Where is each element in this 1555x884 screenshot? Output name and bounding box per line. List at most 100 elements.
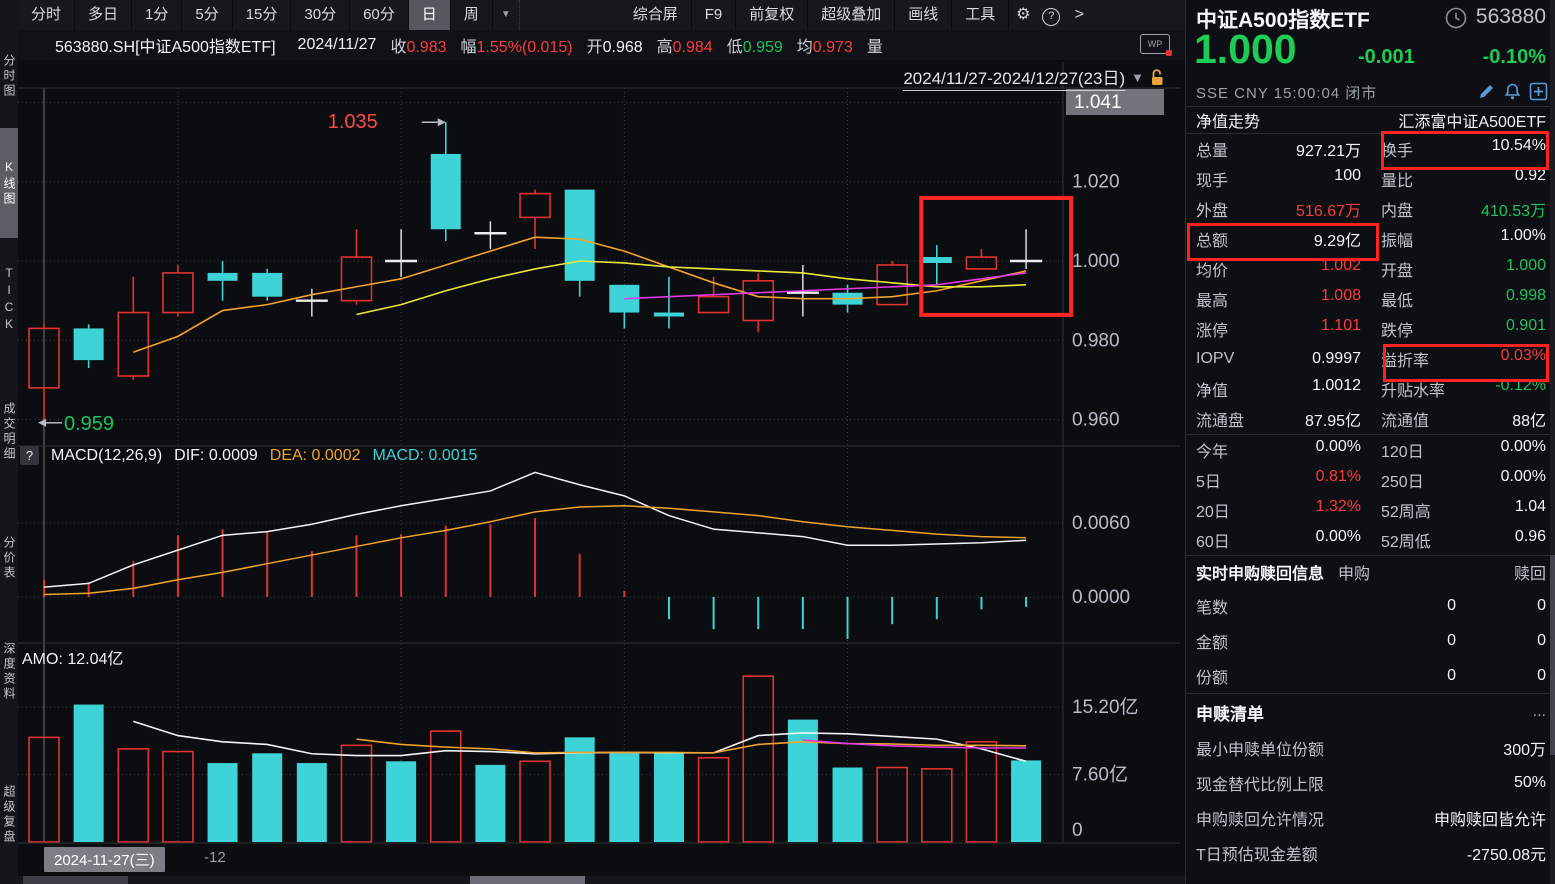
quote-field-value: 0.983 bbox=[406, 39, 447, 56]
amo-ma-orange bbox=[356, 738, 1027, 754]
sub-redeem-value: 0 bbox=[1537, 631, 1546, 649]
info-value: 申购赎回皆允许 bbox=[1433, 811, 1546, 829]
toolbar-menu-F9[interactable]: F9 bbox=[692, 0, 737, 30]
sidebar-tab-TICK[interactable]: TICK bbox=[2, 266, 16, 334]
scrollbar-thumb[interactable] bbox=[1550, 555, 1555, 755]
stat-label: 52周高 bbox=[1381, 504, 1431, 521]
sidebar-tab-K线图[interactable]: K线图 bbox=[0, 128, 18, 238]
amo-bar-down bbox=[252, 753, 283, 842]
unlock-icon[interactable] bbox=[1150, 69, 1165, 86]
bell-icon[interactable] bbox=[1503, 82, 1522, 101]
toolbar-period-周[interactable]: 周 bbox=[451, 0, 493, 30]
quote-date: 2024/11/27 bbox=[297, 36, 377, 53]
subscription-section: 实时申购赎回信息 申购 赎回 笔数 0 0 金额 0 0 份额 0 0 bbox=[1186, 555, 1555, 693]
help-icon[interactable]: ? bbox=[1037, 0, 1065, 30]
macd-hist-value: MACD: 0.0015 bbox=[372, 446, 478, 464]
stat-label: 开盘 bbox=[1381, 263, 1414, 280]
stat-label: 升贴水率 bbox=[1381, 383, 1446, 400]
macd-tick-label: 0.0000 bbox=[1072, 587, 1130, 608]
toolbar-period-15分[interactable]: 15分 bbox=[233, 0, 292, 30]
stat-cell-20日: 20日 1.32% bbox=[1186, 498, 1371, 522]
quote-field-label: 低 bbox=[726, 39, 743, 56]
quote-field-均: 均0.973 bbox=[797, 39, 853, 56]
toolbar-period-5分[interactable]: 5分 bbox=[182, 0, 233, 30]
toolbar-period-分时[interactable]: 分时 bbox=[18, 0, 76, 30]
stat-cell-换手: 换手 10.54% bbox=[1371, 137, 1555, 161]
amo-bar-down bbox=[475, 764, 506, 842]
toolbar-menu-超级叠加[interactable]: 超级叠加 bbox=[808, 0, 896, 30]
toolbar-menu-工具[interactable]: 工具 bbox=[952, 0, 1010, 30]
stat-value: 0.9997 bbox=[1312, 350, 1361, 367]
sidebar-tab-分价表[interactable]: 分价表 bbox=[2, 535, 16, 581]
scrollbar-segment[interactable] bbox=[23, 876, 128, 884]
quote-field-value: 0.968 bbox=[602, 39, 643, 56]
kline-chart-svg[interactable]: 1.020 1.000 0.980 0.960 0.0060 0.0000 15.20亿 7.… bbox=[18, 60, 1185, 884]
toolbar-menu-综合屏[interactable]: 综合屏 bbox=[620, 0, 692, 30]
ma-orange bbox=[133, 236, 1027, 353]
stat-cell-振幅: 振幅 1.00% bbox=[1371, 227, 1555, 251]
stats-row: 总额 9.29亿 振幅 1.00% bbox=[1186, 224, 1555, 254]
vertical-scrollbar[interactable] bbox=[1550, 0, 1555, 884]
chevron-right-icon[interactable]: > bbox=[1074, 6, 1084, 23]
toolbar-period-60分[interactable]: 60分 bbox=[350, 0, 409, 30]
toolbar-menu-前复权[interactable]: 前复权 bbox=[736, 0, 809, 30]
sidebar-tab-成交明细[interactable]: 成交明细 bbox=[2, 402, 16, 462]
sidebar-tab-深度资料[interactable]: 深度资料 bbox=[2, 642, 16, 702]
stat-value: 0.901 bbox=[1505, 317, 1546, 334]
stat-value: 1.008 bbox=[1320, 287, 1361, 304]
toolbar-period-多日[interactable]: 多日 bbox=[75, 0, 133, 30]
annotation-high-label: 1.035 bbox=[328, 111, 378, 133]
stat-value: 927.21万 bbox=[1296, 143, 1361, 160]
subscription-row-金额: 金额 0 0 bbox=[1186, 623, 1555, 658]
candle-down bbox=[252, 272, 283, 297]
stat-value: 1.0012 bbox=[1312, 377, 1361, 394]
stat-label: 总额 bbox=[1196, 233, 1229, 250]
stats-row: 涨停 1.101 跌停 0.901 bbox=[1186, 314, 1555, 344]
quote-field-label: 幅 bbox=[460, 39, 477, 56]
edit-pencil-icon[interactable] bbox=[1477, 82, 1496, 101]
max-price-box bbox=[1066, 89, 1164, 115]
add-plus-icon[interactable] bbox=[1529, 82, 1548, 101]
chevron-down-icon[interactable]: ▼ bbox=[493, 0, 520, 30]
sub-redeem-value: 0 bbox=[1537, 596, 1546, 614]
candle-up bbox=[340, 256, 373, 302]
amo-bar-up bbox=[965, 740, 998, 843]
toolbar-period-日[interactable]: 日 bbox=[408, 0, 451, 30]
amo-bar-up bbox=[117, 748, 150, 843]
crosshair-date-label: 2024-11-27(三) bbox=[44, 847, 165, 872]
toolbar-period-30分[interactable]: 30分 bbox=[291, 0, 351, 30]
sidebar-tab-超级复盘[interactable]: 超级复盘 bbox=[2, 785, 16, 845]
redeem-col-label: 赎回 bbox=[1513, 566, 1546, 583]
date-range-selector[interactable]: 2024/11/27-2024/12/27(23日) ▼ bbox=[903, 64, 1165, 91]
candle-up bbox=[162, 272, 194, 314]
scrollbar-thumb[interactable] bbox=[470, 876, 585, 884]
candle-up bbox=[519, 192, 551, 219]
toolbar-menu-画线[interactable]: 画线 bbox=[895, 0, 953, 30]
subscription-header: 实时申购赎回信息 申购 赎回 bbox=[1186, 556, 1555, 588]
price-change: -0.001 bbox=[1358, 46, 1415, 68]
toolbar-period-1分[interactable]: 1分 bbox=[132, 0, 183, 30]
quote-field-value: 0.973 bbox=[812, 39, 853, 56]
stat-value: 100 bbox=[1334, 167, 1361, 184]
wp-monitor-icon[interactable]: WP bbox=[1140, 34, 1172, 56]
stat-cell-外盘: 外盘 516.67万 bbox=[1186, 197, 1371, 221]
stat-cell-升贴水率: 升贴水率 -0.12% bbox=[1371, 377, 1555, 401]
nav-row: 净值走势 汇添富中证A500ETF bbox=[1186, 107, 1555, 134]
candle-up bbox=[697, 295, 730, 314]
last-price: 1.000 bbox=[1194, 26, 1297, 72]
sidebar-tab-分时图[interactable]: 分时图 bbox=[2, 53, 16, 99]
help-icon[interactable]: ? bbox=[20, 446, 39, 465]
horizontal-scrollbar[interactable] bbox=[18, 876, 1185, 884]
stat-cell-溢折率: 溢折率 0.03% bbox=[1371, 347, 1555, 371]
stat-value: 0.00% bbox=[1315, 438, 1361, 455]
info-row-T日预估现金差额: T日预估现金差额 -2750.08元 bbox=[1186, 835, 1555, 870]
gear-icon[interactable]: ⚙ bbox=[1016, 6, 1031, 23]
info-label: 申购赎回允许情况 bbox=[1196, 811, 1325, 829]
more-ellipsis-icon[interactable]: ... bbox=[1532, 703, 1546, 720]
stat-label: 量比 bbox=[1381, 173, 1414, 190]
clock-badge-icon[interactable] bbox=[1444, 6, 1468, 30]
subscription-row-笔数: 笔数 0 0 bbox=[1186, 588, 1555, 623]
stat-cell-今年: 今年 0.00% bbox=[1186, 438, 1371, 462]
stat-value: 0.92 bbox=[1514, 167, 1546, 184]
chevron-down-icon[interactable]: ▼ bbox=[1131, 70, 1144, 85]
